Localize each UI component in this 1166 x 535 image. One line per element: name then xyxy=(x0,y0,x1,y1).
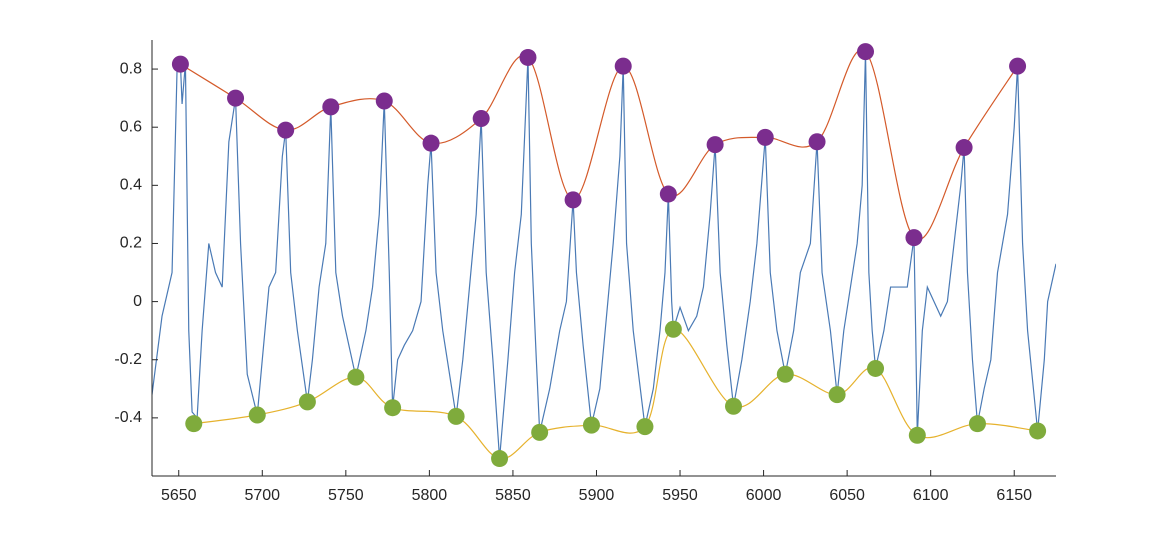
y-tick-label: -0.2 xyxy=(114,351,142,368)
y-tick-label: -0.4 xyxy=(114,409,142,426)
marker xyxy=(171,55,189,73)
y-tick-label: 0.4 xyxy=(120,177,142,194)
marker xyxy=(955,139,973,157)
marker xyxy=(298,393,316,411)
x-tick-label: 5750 xyxy=(328,487,364,504)
plot-area xyxy=(152,43,1056,468)
marker xyxy=(582,416,600,434)
x-tick-label: 5850 xyxy=(495,487,531,504)
marker xyxy=(1029,422,1047,440)
x-tick-label: 5950 xyxy=(662,487,698,504)
y-tick-label: 0.8 xyxy=(120,60,142,77)
marker xyxy=(725,397,743,415)
x-tick-label: 5700 xyxy=(244,487,280,504)
marker xyxy=(277,121,295,139)
marker xyxy=(756,128,774,146)
marker xyxy=(908,426,926,444)
marker xyxy=(422,134,440,152)
marker xyxy=(491,450,509,468)
signal-line xyxy=(152,51,1056,459)
marker xyxy=(531,423,549,441)
x-tick-label: 6050 xyxy=(829,487,865,504)
marker xyxy=(857,43,875,61)
envelope-line xyxy=(180,49,1019,241)
y-tick-label: 0.2 xyxy=(120,235,142,252)
marker xyxy=(968,415,986,433)
marker xyxy=(636,418,654,436)
marker xyxy=(227,89,245,107)
marker xyxy=(808,133,826,151)
marker xyxy=(659,185,677,203)
marker xyxy=(867,359,885,377)
x-tick-label: 6000 xyxy=(746,487,782,504)
marker xyxy=(905,229,923,247)
x-tick-label: 5900 xyxy=(579,487,615,504)
marker xyxy=(384,399,402,417)
x-tick-label: 6150 xyxy=(996,487,1032,504)
y-tick-label: 0 xyxy=(133,293,142,310)
marker xyxy=(185,415,203,433)
x-tick-label: 5800 xyxy=(412,487,448,504)
marker xyxy=(248,406,266,424)
marker xyxy=(519,48,537,66)
marker xyxy=(564,191,582,209)
marker xyxy=(664,320,682,338)
marker xyxy=(472,109,490,127)
marker xyxy=(706,136,724,154)
x-tick-label: 5650 xyxy=(161,487,197,504)
marker xyxy=(347,368,365,386)
marker xyxy=(322,98,340,116)
marker xyxy=(614,57,632,75)
marker xyxy=(375,92,393,110)
marker xyxy=(1009,57,1027,75)
marker xyxy=(828,386,846,404)
y-tick-label: 0.6 xyxy=(120,118,142,135)
x-tick-label: 6100 xyxy=(913,487,949,504)
marker xyxy=(447,407,465,425)
marker xyxy=(776,365,794,383)
